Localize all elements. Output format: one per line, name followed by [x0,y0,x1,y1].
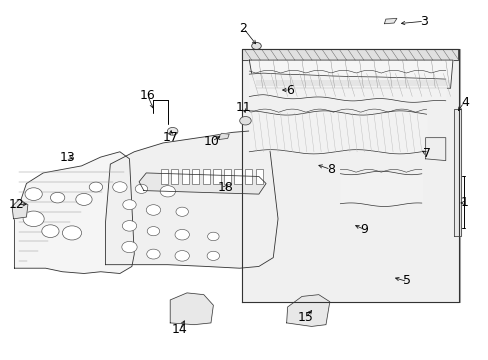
Text: 14: 14 [172,323,187,337]
Circle shape [122,242,137,253]
Text: 18: 18 [217,181,233,194]
Text: 16: 16 [140,89,155,102]
Circle shape [41,225,59,238]
Text: 2: 2 [239,22,247,35]
Text: 15: 15 [297,311,313,324]
Bar [234,170,241,184]
Circle shape [207,232,219,241]
Polygon shape [12,199,28,219]
Text: 7: 7 [422,147,430,160]
Text: 11: 11 [235,101,251,114]
Polygon shape [105,131,278,268]
Text: 17: 17 [162,131,178,144]
Text: 9: 9 [360,223,367,236]
Circle shape [122,221,137,231]
Polygon shape [384,18,396,24]
Circle shape [135,184,147,193]
Polygon shape [15,152,134,274]
Bar [244,170,252,184]
Circle shape [112,182,127,192]
Bar [192,170,199,184]
Circle shape [175,251,189,261]
Polygon shape [453,109,460,237]
Polygon shape [242,49,459,302]
Circle shape [62,226,81,240]
Circle shape [160,186,175,197]
Text: 12: 12 [8,198,24,211]
Text: 1: 1 [460,197,468,210]
Bar [203,170,209,184]
Text: 10: 10 [203,135,220,148]
Circle shape [50,192,65,203]
Text: 6: 6 [285,84,293,96]
Text: 5: 5 [403,274,410,287]
Bar [160,170,167,184]
Bar [171,170,178,184]
Bar [182,170,188,184]
Bar [224,170,231,184]
Circle shape [89,182,102,192]
Polygon shape [249,60,452,89]
Polygon shape [170,293,213,325]
Circle shape [175,229,189,240]
Circle shape [251,42,261,49]
Polygon shape [242,49,457,60]
Text: 4: 4 [460,96,468,109]
Polygon shape [425,138,445,161]
Circle shape [176,207,188,216]
Text: 3: 3 [419,15,427,28]
Polygon shape [286,294,329,327]
Bar [255,170,262,184]
Circle shape [239,117,251,125]
Circle shape [146,205,160,215]
Circle shape [207,251,219,260]
Circle shape [147,226,160,236]
Text: 13: 13 [59,150,75,163]
Bar [213,170,220,184]
Circle shape [167,127,178,135]
Circle shape [25,188,42,201]
Circle shape [76,193,92,206]
Polygon shape [218,134,229,139]
Circle shape [146,249,160,259]
Circle shape [122,200,136,210]
Polygon shape [139,173,265,194]
Text: 8: 8 [326,163,334,176]
Circle shape [23,211,44,226]
